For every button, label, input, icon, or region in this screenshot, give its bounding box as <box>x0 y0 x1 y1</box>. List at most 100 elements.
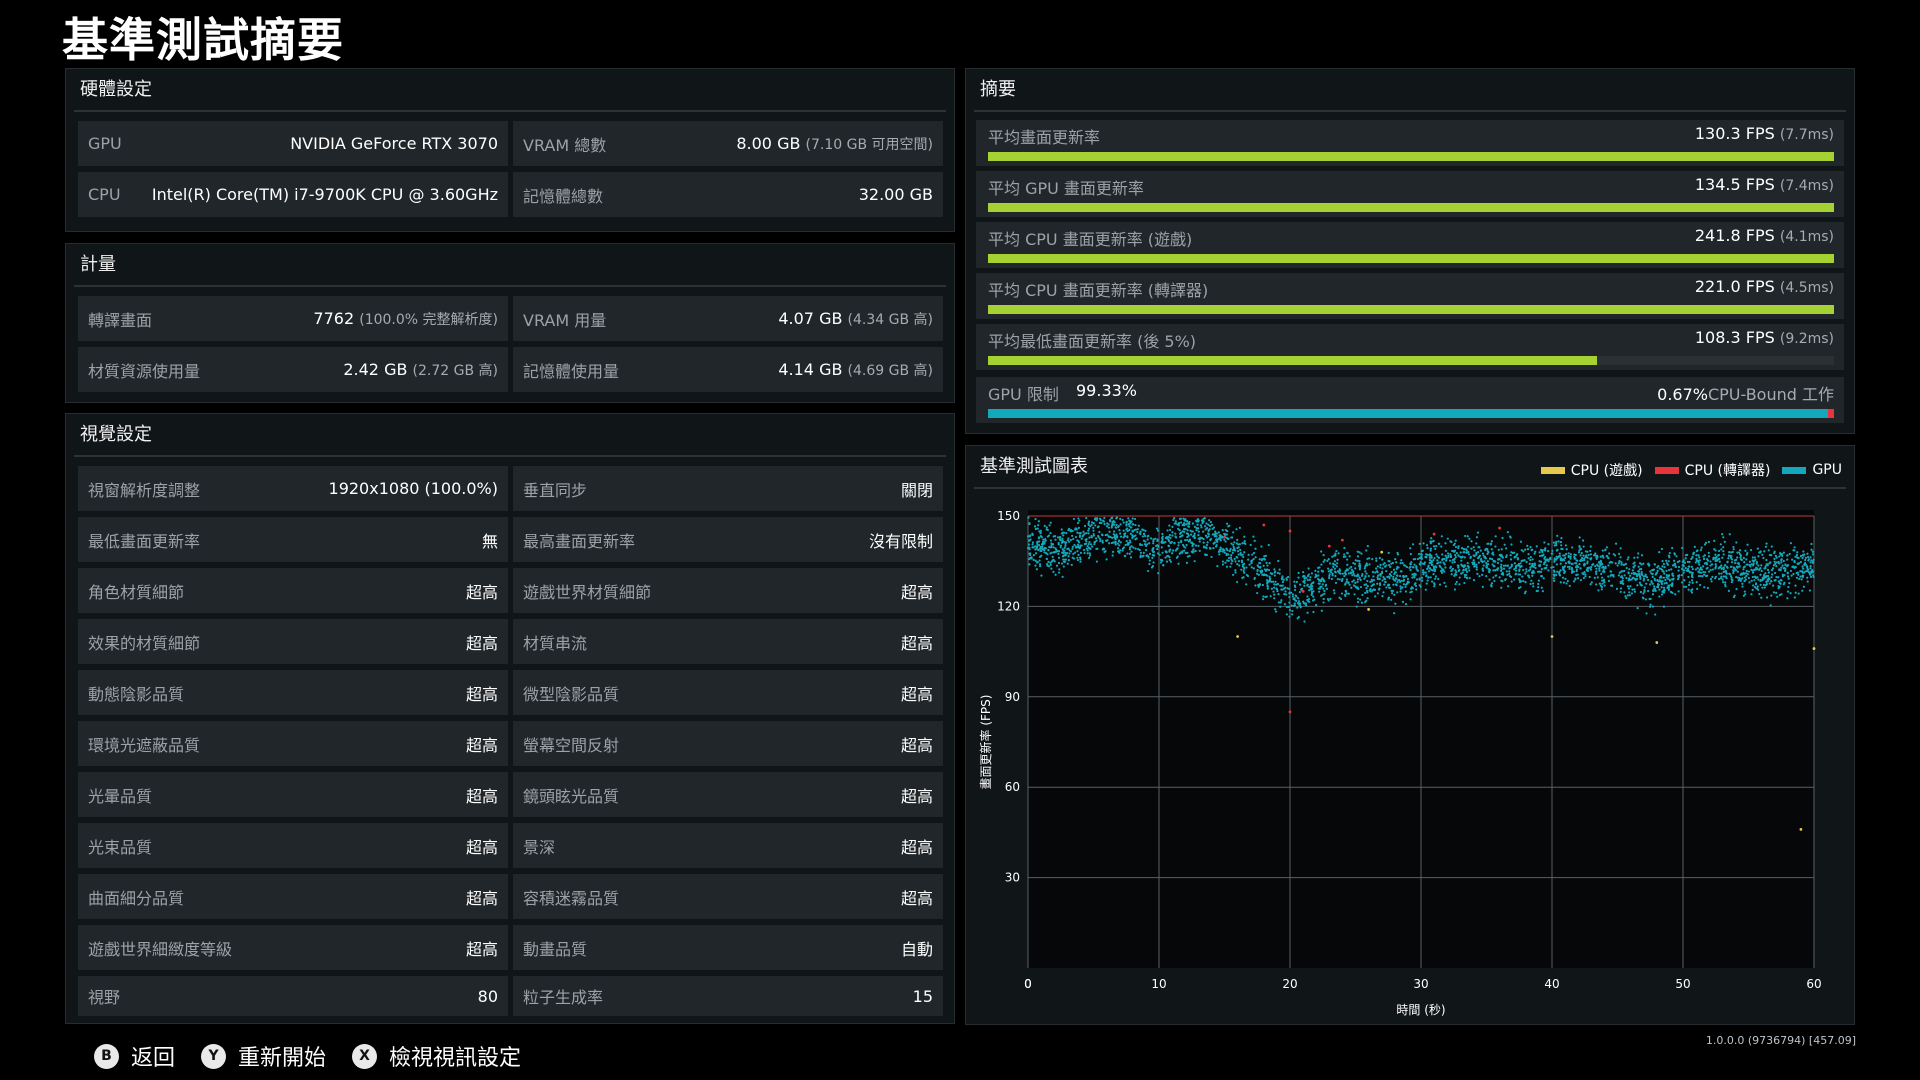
gpu-point <box>1418 578 1421 581</box>
gpu-point <box>1697 554 1700 557</box>
gpu-point <box>1734 569 1738 572</box>
gpu-point <box>1251 553 1254 556</box>
gpu-point <box>1511 551 1514 555</box>
gpu-point <box>1465 551 1468 554</box>
gpu-point <box>1730 561 1734 564</box>
gpu-point <box>1382 563 1385 566</box>
gpu-point <box>1361 593 1364 597</box>
view-video-settings-button[interactable]: X 檢視視訊設定 <box>352 1040 521 1072</box>
gpu-point <box>1552 577 1555 580</box>
gpu-point <box>1457 546 1460 550</box>
gpu-point <box>1276 589 1279 593</box>
gpu-point <box>1064 541 1068 544</box>
gpu-point <box>1061 540 1065 543</box>
gpu-point <box>1492 569 1495 572</box>
gpu-point <box>1718 572 1721 575</box>
gpu-point <box>1687 575 1690 579</box>
gpu-point <box>1736 566 1739 569</box>
gpu-point <box>1642 579 1645 582</box>
gpu-point <box>1454 556 1457 559</box>
gpu-point <box>1670 568 1673 571</box>
gpu-point <box>1354 581 1357 584</box>
gpu-point <box>1079 560 1082 563</box>
gpu-point <box>1676 560 1679 564</box>
gpu-point <box>1264 554 1268 557</box>
gpu-point <box>1526 574 1530 577</box>
gpu-point <box>1719 566 1722 569</box>
visual-setting-value: 超高 <box>900 735 933 755</box>
gpu-point <box>1117 540 1121 543</box>
gpu-point <box>1786 558 1789 561</box>
gpu-point <box>1076 558 1080 562</box>
gpu-point <box>1738 565 1741 568</box>
gpu-point <box>1690 565 1693 568</box>
gpu-point <box>1461 555 1464 558</box>
gpu-point <box>1393 579 1396 582</box>
gpu-point <box>1715 556 1718 559</box>
gpu-point <box>1052 570 1055 573</box>
gpu-point <box>1291 613 1294 616</box>
gpu-point <box>1160 546 1163 549</box>
gpu-point <box>1385 564 1388 567</box>
gpu-point <box>1620 561 1623 564</box>
gpu-point <box>1600 579 1604 582</box>
gpu-point <box>1302 571 1305 574</box>
gpu-point <box>1467 553 1471 556</box>
gpu-point <box>1519 586 1522 589</box>
cpu-render-point <box>1327 544 1331 548</box>
gpu-point <box>1191 551 1194 554</box>
gpu-point <box>1269 595 1272 598</box>
gpu-point <box>1429 553 1432 556</box>
gpu-point <box>1767 571 1770 574</box>
gpu-point <box>1364 570 1367 573</box>
gpu-point <box>1595 570 1598 573</box>
gpu-point <box>1462 551 1465 554</box>
gpu-point <box>1260 545 1263 548</box>
gpu-point <box>1627 579 1630 582</box>
gpu-point <box>1177 527 1180 530</box>
gpu-point <box>1609 570 1613 573</box>
gpu-point <box>1559 569 1562 572</box>
gpu-point <box>1135 537 1138 540</box>
restart-button[interactable]: Y 重新開始 <box>201 1040 326 1072</box>
gpu-point <box>1071 556 1074 559</box>
gpu-point <box>1568 565 1571 568</box>
gpu-point <box>1090 543 1093 546</box>
gpu-point <box>1072 517 1076 521</box>
gpu-point <box>1303 620 1306 623</box>
gpu-point <box>1532 582 1535 585</box>
gpu-point <box>1780 566 1783 569</box>
gpu-point <box>1240 568 1243 571</box>
gpu-point <box>1454 545 1458 549</box>
gpu-point <box>1607 564 1610 567</box>
gpu-point <box>1365 572 1368 575</box>
gpu-point <box>1493 579 1496 583</box>
gpu-point <box>1793 549 1796 552</box>
gpu-point <box>1270 572 1274 575</box>
visual-setting-value: 超高 <box>465 786 498 806</box>
gpu-point <box>1323 589 1326 593</box>
gpu-point <box>1440 545 1443 548</box>
gpu-point <box>1576 573 1579 576</box>
back-button[interactable]: B 返回 <box>94 1040 175 1072</box>
gpu-point <box>1773 550 1776 553</box>
gpu-point <box>1702 565 1705 568</box>
gpu-point <box>1366 579 1369 583</box>
gpu-point <box>1366 557 1369 560</box>
gpu-point <box>1597 589 1600 592</box>
gpu-point <box>1249 543 1252 547</box>
gpu-point <box>1722 536 1725 539</box>
gpu-point <box>1144 548 1148 552</box>
gpu-point <box>1139 554 1142 557</box>
gpu-point <box>1411 543 1415 546</box>
gpu-point <box>1210 555 1213 559</box>
gpu-point <box>1257 585 1260 588</box>
gpu-point <box>1735 541 1738 544</box>
gpu-point <box>1080 537 1083 540</box>
gpu-point <box>1376 576 1379 579</box>
gpu-point <box>1809 561 1812 564</box>
summary-label: 平均 CPU 畫面更新率 (轉譯器) <box>988 281 1209 300</box>
gpu-point <box>1197 530 1200 533</box>
gpu-point <box>1794 584 1797 587</box>
gpu-point <box>1533 562 1536 565</box>
